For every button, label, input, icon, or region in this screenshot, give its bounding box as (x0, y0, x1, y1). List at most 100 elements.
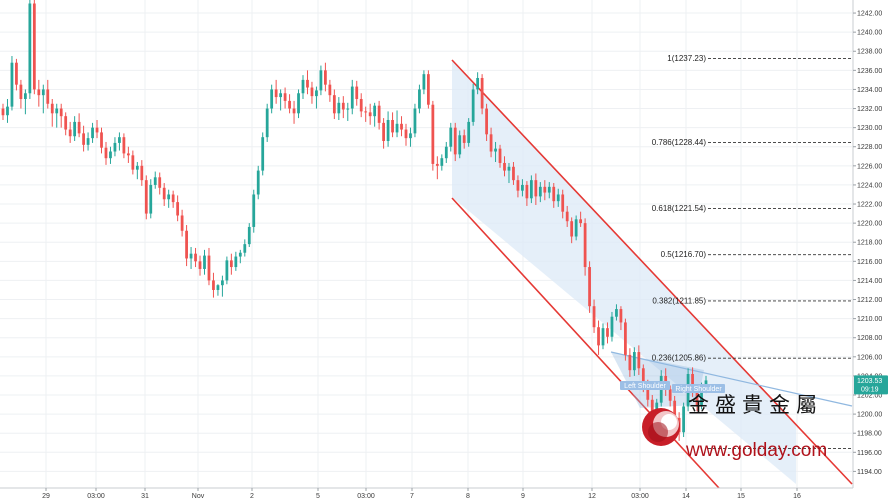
time-axis[interactable]: 29 03:00 31 Nov 2 5 03:00 7 8 9 12 03:00 14 15 16 (0, 487, 889, 501)
candle (440, 154, 444, 171)
candle-body (91, 127, 94, 139)
candle-body (498, 148, 502, 163)
candle-body (444, 146, 448, 159)
candle-body (261, 137, 265, 171)
candle-body (632, 352, 636, 371)
candle-body (400, 123, 403, 130)
candle-body (180, 215, 184, 231)
candle (328, 79, 332, 102)
candle (10, 56, 14, 111)
last-price-badge (854, 375, 888, 395)
candle (247, 223, 251, 247)
price-tick-label: 1198.00 (857, 431, 882, 438)
candle (216, 284, 220, 296)
candle-body (131, 155, 135, 170)
candle-body (391, 119, 394, 133)
time-tick-label: 03:00 (631, 493, 649, 500)
candle-body (346, 108, 350, 110)
candle-body (176, 202, 180, 216)
price-axis-background (853, 0, 889, 501)
price-axis[interactable]: 1194.001196.001198.001200.001202.001204.… (852, 0, 889, 501)
candle (212, 272, 215, 298)
candle-body (64, 116, 68, 130)
candle (41, 84, 45, 114)
candle-body (641, 368, 645, 386)
time-tick-label: 12 (588, 493, 596, 500)
candle-body (574, 219, 578, 237)
candle (243, 239, 247, 257)
candle (561, 189, 565, 219)
candle-body (610, 316, 614, 337)
candle (516, 175, 520, 198)
candle-body (435, 163, 439, 166)
candle-body (413, 108, 417, 134)
price-tick-label: 1212.00 (857, 297, 882, 304)
candle (221, 275, 224, 297)
candle (198, 255, 202, 276)
fib-level-label: 0.5(1216.70) (661, 250, 707, 259)
candle (100, 127, 103, 154)
fib-level-label: 0.786(1228.44) (652, 138, 707, 147)
fib-level-label: 0.382(1211.85) (652, 296, 706, 305)
candle (292, 100, 296, 124)
candle (95, 119, 99, 139)
time-tick-label: 2 (250, 493, 254, 500)
candle (615, 304, 618, 321)
candle (668, 385, 672, 407)
candle-body (547, 186, 551, 193)
pattern-label: Right Shoulder (675, 386, 722, 393)
candle (489, 127, 493, 158)
candle-body (700, 387, 703, 406)
price-tick-label: 1242.00 (857, 11, 882, 18)
candle (46, 79, 50, 109)
candle (189, 247, 193, 269)
candle (194, 247, 197, 268)
candle-body (315, 90, 318, 97)
candle-body (476, 77, 480, 90)
candle (418, 84, 421, 114)
watermark-chinese-text: 金盛貴金屬 (688, 393, 823, 417)
candle (158, 172, 162, 195)
candle-body (279, 93, 283, 98)
candle-body (597, 327, 600, 346)
candle-body (512, 166, 515, 181)
candle-body (606, 328, 609, 337)
candle-body (109, 151, 112, 159)
candle (288, 94, 291, 114)
candle (404, 123, 408, 146)
candle (610, 311, 614, 342)
candle (391, 112, 394, 138)
candle-body (579, 219, 583, 224)
candle-body (265, 108, 269, 138)
candle-body (113, 142, 117, 152)
price-tick-label: 1218.00 (857, 240, 882, 247)
candle-body (494, 148, 497, 152)
candle (624, 318, 627, 361)
candle (400, 116, 403, 137)
candle-body (306, 79, 309, 88)
candle-body (373, 105, 377, 117)
time-tick-label: 9 (521, 493, 525, 500)
candle (565, 205, 569, 227)
candle-body (704, 380, 708, 388)
candle-body (480, 77, 484, 109)
candle-body (328, 84, 332, 96)
candle-body (207, 255, 211, 281)
candle (462, 129, 466, 149)
candle (521, 179, 524, 197)
candle (82, 125, 85, 152)
candle (525, 181, 529, 206)
candle-body (59, 108, 63, 117)
candle-body (561, 194, 565, 212)
candle-body (386, 119, 390, 142)
candle (176, 195, 180, 222)
candle-body (462, 135, 466, 143)
candle (682, 402, 685, 438)
price-tick-label: 1196.00 (857, 450, 882, 457)
candle (279, 89, 283, 111)
candle-body (46, 89, 50, 104)
watermark-url: www.golday.com (685, 440, 827, 461)
candle-body (185, 230, 188, 259)
candle-body (203, 255, 206, 269)
